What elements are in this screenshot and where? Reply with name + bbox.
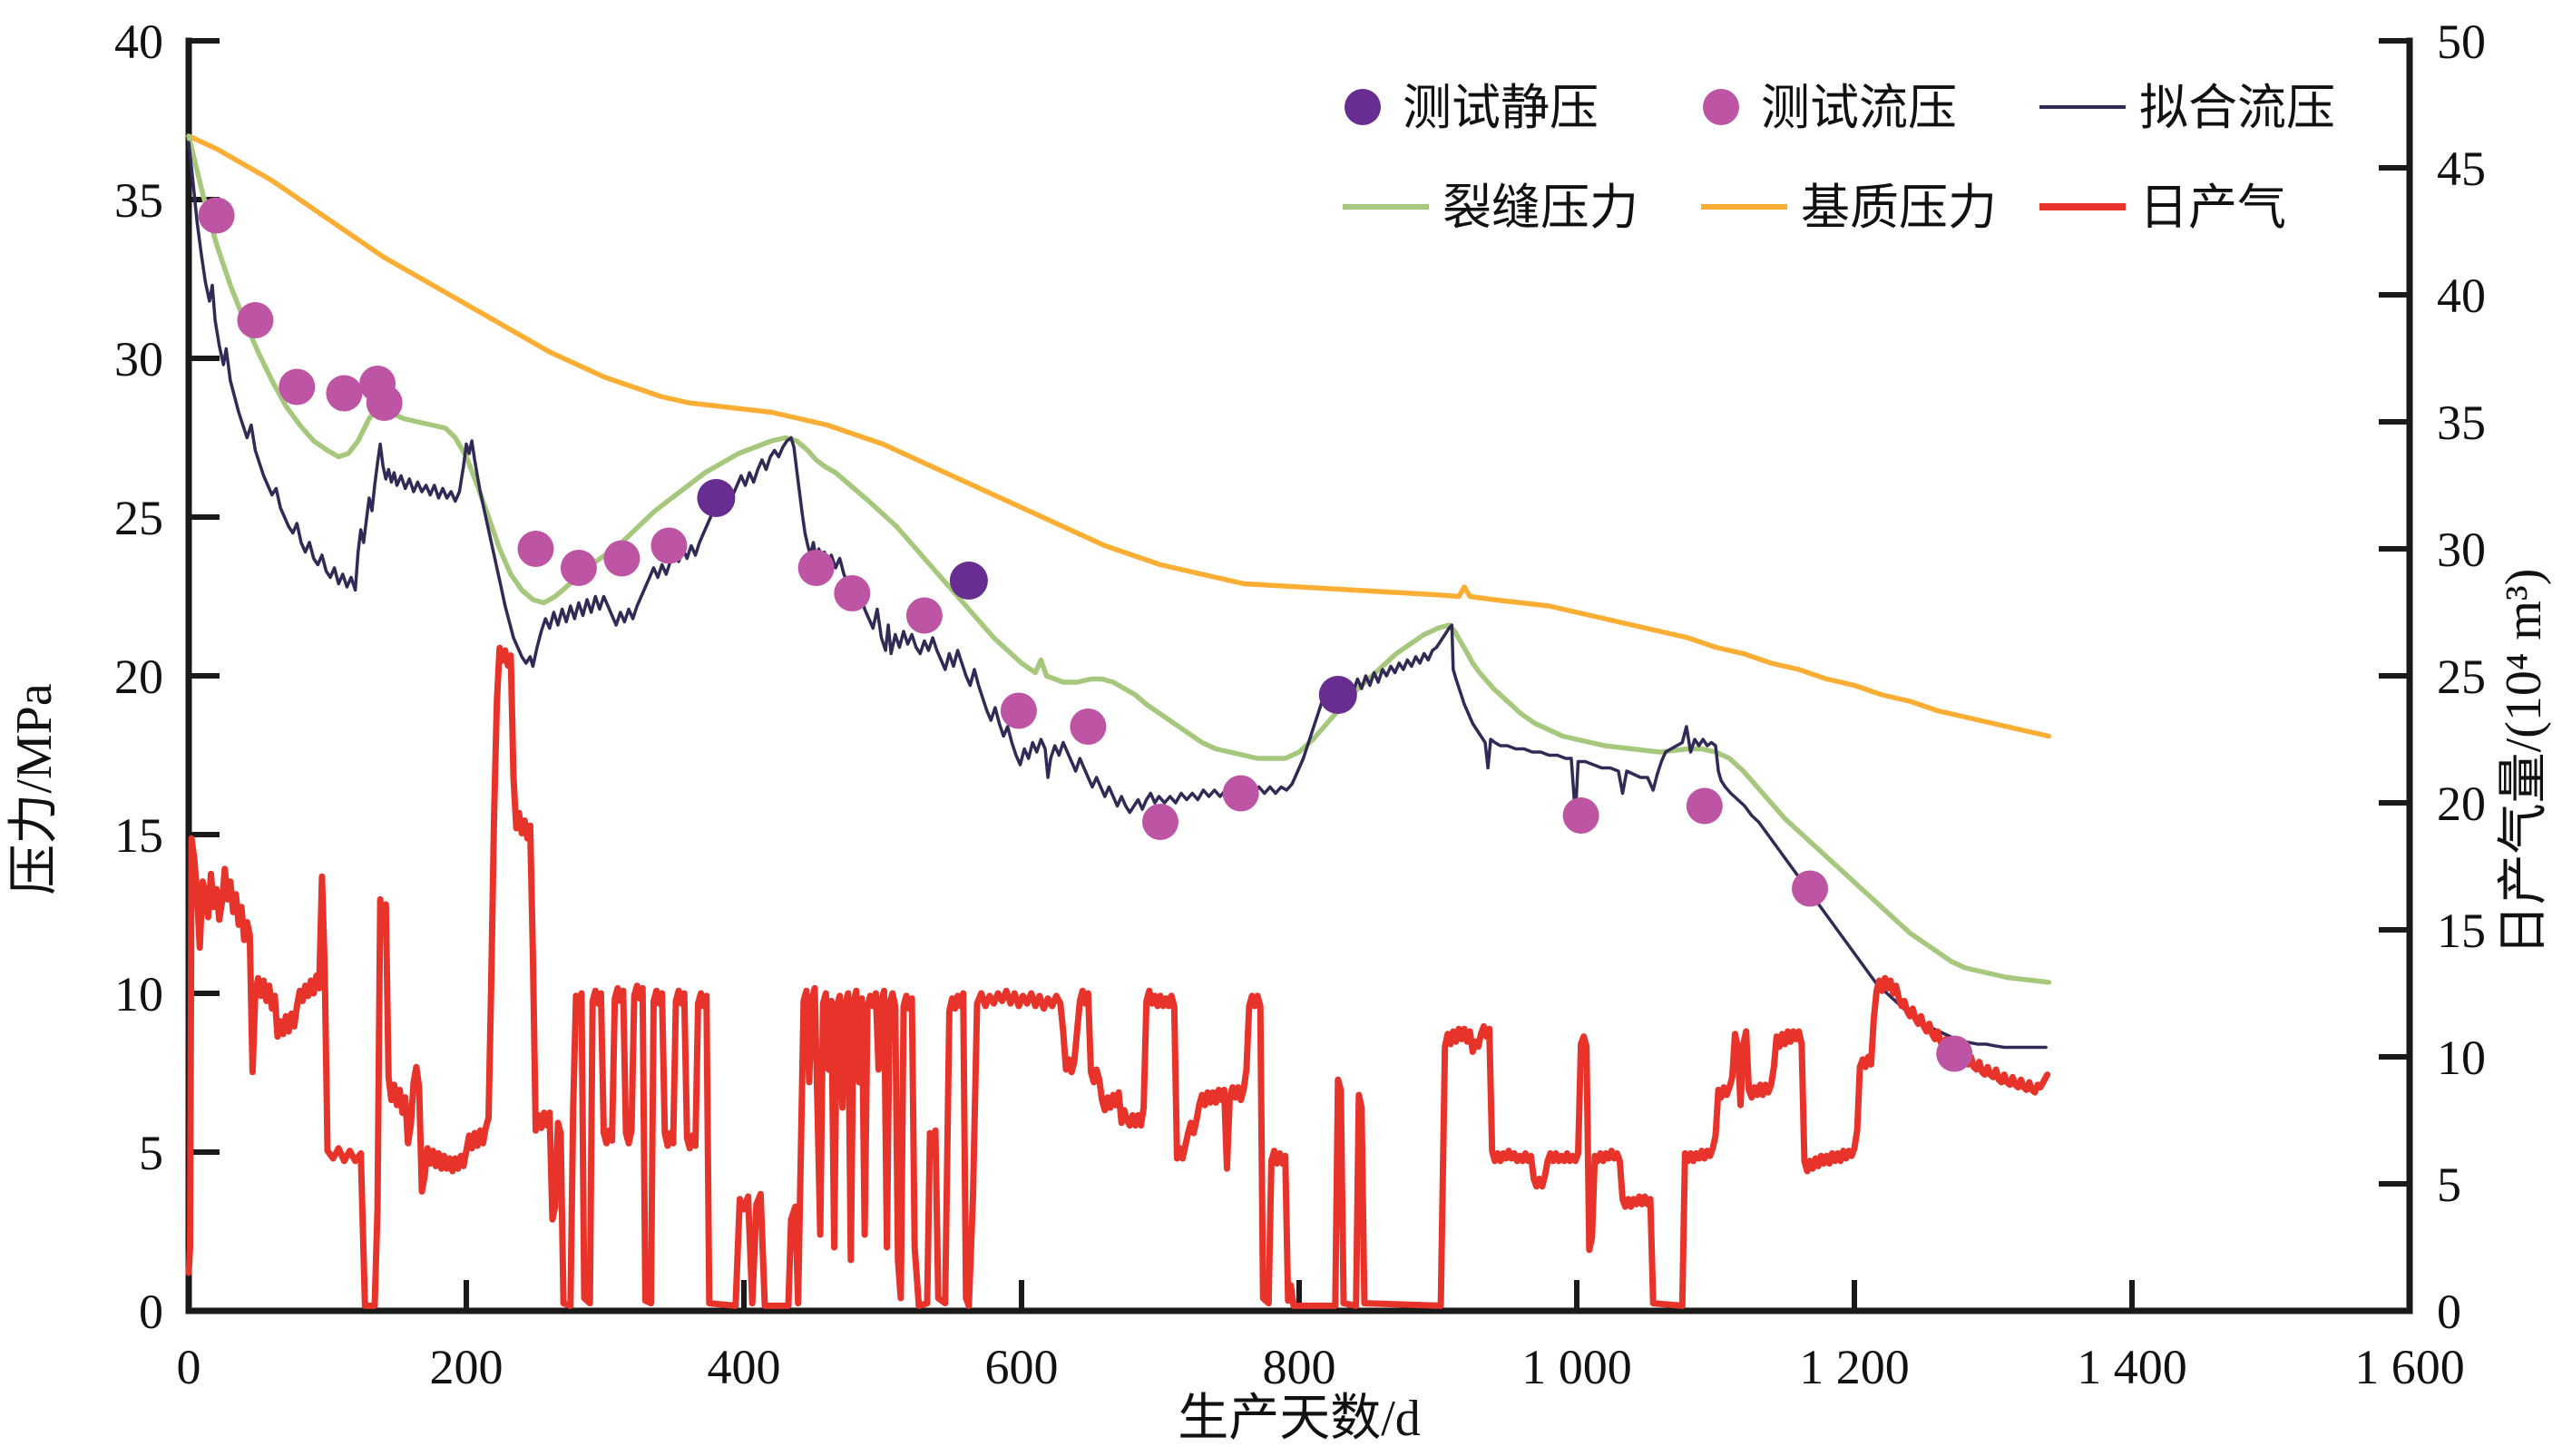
x-tick-label: 0 xyxy=(177,1340,201,1394)
x-tick-label: 600 xyxy=(985,1340,1059,1394)
y-left-tick-label: 15 xyxy=(114,808,163,863)
flowing-test-pressure-dot xyxy=(237,302,274,338)
flowing-test-pressure-dot xyxy=(1142,804,1178,840)
x-tick-label: 800 xyxy=(1263,1340,1336,1394)
legend-label: 拟合流压 xyxy=(2139,81,2335,135)
legend-item: 测试静压 xyxy=(1345,81,1599,135)
flowing-test-pressure-dot xyxy=(1070,708,1107,745)
y-right-tick-label: 35 xyxy=(2437,396,2486,450)
legend-dot-marker-icon xyxy=(1703,89,1739,125)
legend-item: 日产气 xyxy=(2039,181,2286,235)
flowing-test-pressure-dot xyxy=(650,527,688,564)
y-right-tick-label: 5 xyxy=(2437,1158,2461,1212)
flowing-test-pressure-dot xyxy=(1686,787,1723,825)
flowing-test-pressure-dot xyxy=(1792,870,1828,907)
legend-item: 拟合流压 xyxy=(2039,81,2335,135)
fracture-pressure-line xyxy=(186,133,2051,985)
x-tick-label: 1 200 xyxy=(1799,1340,1910,1394)
flowing-test-pressure-dots xyxy=(198,197,1973,1072)
flowing-test-pressure-dot xyxy=(1562,797,1599,834)
daily-gas-rate-line xyxy=(185,644,2051,1309)
fitted-flowing-pressure-line xyxy=(187,141,2048,1050)
legend-item: 测试流压 xyxy=(1703,81,1957,135)
flowing-test-pressure-dot xyxy=(603,540,641,577)
flowing-test-pressure-dot xyxy=(560,550,597,586)
static-test-pressure-dots xyxy=(697,479,1357,714)
flowing-test-pressure-dot xyxy=(797,550,835,586)
y-right-tick-label: 30 xyxy=(2437,523,2486,577)
legend-label: 测试静压 xyxy=(1403,81,1599,135)
legend-label: 日产气 xyxy=(2139,181,2286,235)
legend-item: 裂缝压力 xyxy=(1343,181,1638,235)
static-test-pressure-dot xyxy=(949,562,988,600)
y-left-tick-label: 30 xyxy=(114,332,163,386)
flowing-test-pressure-dot xyxy=(834,575,871,611)
x-tick-label: 400 xyxy=(708,1340,781,1394)
y-right-tick-label: 40 xyxy=(2437,269,2486,323)
y-left-axis-title: 压力/MPa xyxy=(6,683,63,894)
y-left-tick-label: 40 xyxy=(114,15,163,69)
matrix-pressure-line xyxy=(186,133,2051,739)
x-tick-label: 200 xyxy=(430,1340,504,1394)
y-right-tick-label: 15 xyxy=(2437,904,2486,958)
x-tick-label: 1 400 xyxy=(2077,1340,2187,1394)
y-right-axis-title: 日产气量/(10⁴ m³) xyxy=(2496,569,2552,956)
y-left-tick-label: 35 xyxy=(114,173,163,228)
y-right-tick-label: 10 xyxy=(2437,1031,2486,1085)
y-right-tick-label: 20 xyxy=(2437,777,2486,831)
y-left-tick-label: 5 xyxy=(139,1126,163,1180)
flowing-test-pressure-dot xyxy=(326,375,363,412)
flowing-test-pressure-dot xyxy=(1000,692,1037,729)
y-right-tick-label: 25 xyxy=(2437,650,2486,704)
y-left-tick-label: 0 xyxy=(139,1285,163,1339)
flowing-test-pressure-dot xyxy=(517,531,554,567)
x-axis-title: 生产天数/d xyxy=(1178,1391,1421,1447)
y-right-tick-label: 50 xyxy=(2437,15,2486,69)
legend-label: 裂缝压力 xyxy=(1442,181,1638,235)
y-left-tick-label: 10 xyxy=(114,967,163,1021)
legend-item: 基质压力 xyxy=(1701,181,1997,235)
static-test-pressure-dot xyxy=(697,479,736,517)
flowing-test-pressure-dot xyxy=(198,197,235,234)
legend-label: 测试流压 xyxy=(1761,81,1957,135)
y-right-tick-label: 45 xyxy=(2437,142,2486,196)
flowing-test-pressure-dot xyxy=(905,597,943,634)
static-test-pressure-dot xyxy=(1318,676,1357,714)
flowing-test-pressure-dot xyxy=(366,385,403,421)
y-left-tick-label: 20 xyxy=(114,650,163,704)
legend-dot-marker-icon xyxy=(1345,89,1381,125)
y-right-tick-label: 0 xyxy=(2437,1285,2461,1339)
flowing-test-pressure-dot xyxy=(279,368,316,406)
legend-label: 基质压力 xyxy=(1801,181,1997,235)
x-tick-label: 1 000 xyxy=(1521,1340,1632,1394)
x-tick-label: 1 600 xyxy=(2354,1340,2465,1394)
y-left-tick-label: 25 xyxy=(114,491,163,545)
flowing-test-pressure-dot xyxy=(1936,1035,1973,1072)
flowing-test-pressure-dot xyxy=(1222,775,1259,812)
